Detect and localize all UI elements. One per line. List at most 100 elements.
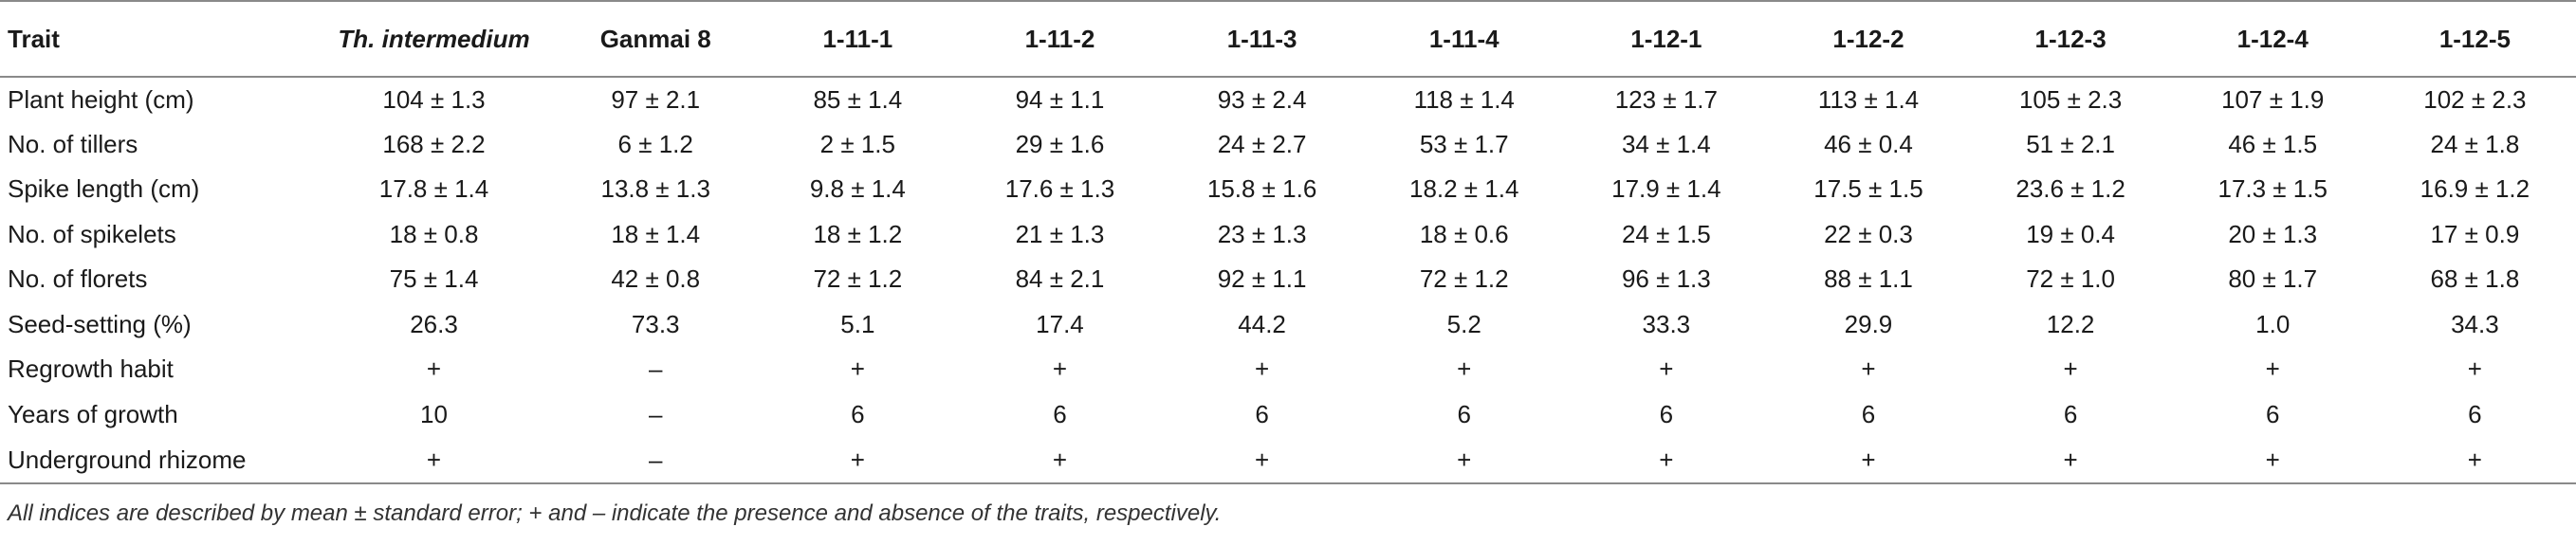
table-row: Underground rhizome + – + + + + + + + + + — [0, 437, 2576, 484]
table-cell: 53 ± 1.7 — [1419, 129, 1509, 158]
traits-table: Trait Th. intermedium Ganmai 8 1-11-1 1-… — [0, 0, 2576, 484]
table-cell: 102 ± 2.3 — [2423, 84, 2527, 114]
table-cell: + — [1161, 437, 1364, 484]
table-cell: 17.4 — [1036, 309, 1084, 338]
table-cell: 18 ± 0.8 — [389, 219, 479, 248]
table-cell: 6 — [2468, 399, 2482, 428]
column-header: 1-12-2 — [1767, 0, 1970, 78]
table-cell: 33.3 — [1642, 309, 1691, 338]
table-cell: + — [1363, 437, 1566, 484]
table-cell: + — [313, 437, 555, 484]
table-cell: 107 ± 1.9 — [2221, 84, 2325, 114]
table-cell: 5.2 — [1446, 309, 1481, 338]
trait-label: Plant height (cm) — [8, 84, 194, 114]
table-cell: 123 ± 1.7 — [1614, 84, 1718, 114]
table-cell: 93 ± 2.4 — [1217, 84, 1307, 114]
table-cell: – — [648, 354, 663, 384]
table-cell: 88 ± 1.1 — [1824, 264, 1913, 294]
table-cell: + — [1457, 354, 1472, 384]
table-cell: 168 ± 2.2 — [382, 129, 486, 158]
table-cell: 18 ± 0.6 — [1419, 219, 1509, 248]
table-cell: + — [2171, 437, 2374, 484]
table-cell: 6 — [2265, 399, 2280, 428]
table-cell: 2 ± 1.5 — [819, 129, 895, 158]
table-cell: 13.8 ± 1.3 — [600, 174, 710, 204]
trait-label: No. of florets — [8, 264, 148, 294]
table-cell: 17.5 ± 1.5 — [1813, 174, 1923, 204]
table-cell: + — [1565, 437, 1768, 484]
table-row: Years of growth 10 – 6 6 6 6 6 6 6 6 6 — [0, 392, 2576, 438]
table-cell: 18 ± 1.2 — [813, 219, 903, 248]
column-header: 1-12-4 — [2171, 0, 2374, 78]
table-cell: + — [850, 354, 865, 384]
table-row: Regrowth habit + – + + + + + + + + + — [0, 347, 2576, 392]
table-cell: 51 ± 2.1 — [2026, 129, 2115, 158]
table-cell: 9.8 ± 1.4 — [809, 174, 906, 204]
table-cell: 17.8 ± 1.4 — [378, 174, 489, 204]
table-row: No. of tillers 168 ± 2.2 6 ± 1.2 2 ± 1.5 29 … — [0, 122, 2576, 168]
table-cell: 5.1 — [840, 309, 875, 338]
table-cell: 73.3 — [631, 309, 680, 338]
table-cell: – — [648, 399, 663, 428]
table-cell: + — [1861, 354, 1876, 384]
table-cell: + — [1052, 354, 1068, 384]
trait-label: Years of growth — [8, 399, 178, 428]
table-cell: 46 ± 0.4 — [1824, 129, 1913, 158]
column-header: 1-11-3 — [1161, 0, 1364, 78]
column-header: 1-11-4 — [1363, 0, 1566, 78]
table-cell: 68 ± 1.8 — [2430, 264, 2520, 294]
table-cell: + — [2265, 354, 2280, 384]
table-cell: 92 ± 1.1 — [1217, 264, 1307, 294]
trait-label: Underground rhizome — [0, 437, 314, 484]
table-cell: 19 ± 0.4 — [2026, 219, 2115, 248]
table-cell: 6 — [1659, 399, 1674, 428]
table-cell: + — [1969, 437, 2172, 484]
table-cell: 34.3 — [2451, 309, 2499, 338]
table-cell: 24 ± 1.8 — [2430, 129, 2520, 158]
column-header: Th. intermedium — [313, 0, 555, 78]
table-cell: 34 ± 1.4 — [1621, 129, 1711, 158]
column-header: 1-12-3 — [1969, 0, 2172, 78]
table-cell: 16.9 ± 1.2 — [2420, 174, 2530, 204]
table-cell: 105 ± 2.3 — [2018, 84, 2123, 114]
trait-label: Seed-setting (%) — [8, 309, 192, 338]
trait-label: Spike length (cm) — [8, 174, 200, 204]
table-cell: 75 ± 1.4 — [389, 264, 479, 294]
table-cell: 18 ± 1.4 — [611, 219, 701, 248]
table-cell: 80 ± 1.7 — [2228, 264, 2318, 294]
column-header: 1-11-1 — [756, 0, 959, 78]
table-cell: 29 ± 1.6 — [1015, 129, 1105, 158]
table-cell: 10 — [420, 399, 448, 428]
table-row: Spike length (cm) 17.8 ± 1.4 13.8 ± 1.3 9.8… — [0, 167, 2576, 212]
table-cell: 118 ± 1.4 — [1413, 84, 1515, 114]
table-cell: 15.8 ± 1.6 — [1206, 174, 1317, 204]
table-cell: – — [554, 437, 757, 484]
table-row: Seed-setting (%) 26.3 73.3 5.1 17.4 44.2 5.2 33… — [0, 302, 2576, 348]
table-cell: 72 ± 1.2 — [1419, 264, 1509, 294]
table-body: Plant height (cm) 104 ± 1.3 97 ± 2.1 85 ± 1… — [0, 77, 2576, 484]
table-cell: 20 ± 1.3 — [2228, 219, 2318, 248]
table-cell: + — [958, 437, 1162, 484]
trait-label: No. of tillers — [8, 129, 138, 158]
table-cell: 6 ± 1.2 — [617, 129, 693, 158]
table-cell: 6 — [1053, 399, 1067, 428]
table-cell: 17.9 ± 1.4 — [1611, 174, 1721, 204]
table-cell: 46 ± 1.5 — [2228, 129, 2318, 158]
table-cell: 85 ± 1.4 — [813, 84, 903, 114]
table-row: No. of florets 75 ± 1.4 42 ± 0.8 72 ± 1.2 84… — [0, 257, 2576, 302]
column-header: 1-11-2 — [958, 0, 1162, 78]
table-cell: + — [1255, 354, 1270, 384]
table-row: No. of spikelets 18 ± 0.8 18 ± 1.4 18 ± 1.2… — [0, 212, 2576, 258]
trait-label: No. of spikelets — [8, 219, 176, 248]
table-cell: 94 ± 1.1 — [1015, 84, 1105, 114]
table-cell: + — [756, 437, 959, 484]
table-cell: 12.2 — [2046, 309, 2095, 338]
table-cell: 42 ± 0.8 — [611, 264, 701, 294]
table-header-row: Trait Th. intermedium Ganmai 8 1-11-1 1-… — [0, 0, 2576, 78]
table-cell: 6 — [851, 399, 865, 428]
table-cell: 6 — [2063, 399, 2078, 428]
table-cell: + — [1659, 354, 1674, 384]
table-cell: 6 — [1861, 399, 1876, 428]
table-cell: + — [426, 354, 442, 384]
